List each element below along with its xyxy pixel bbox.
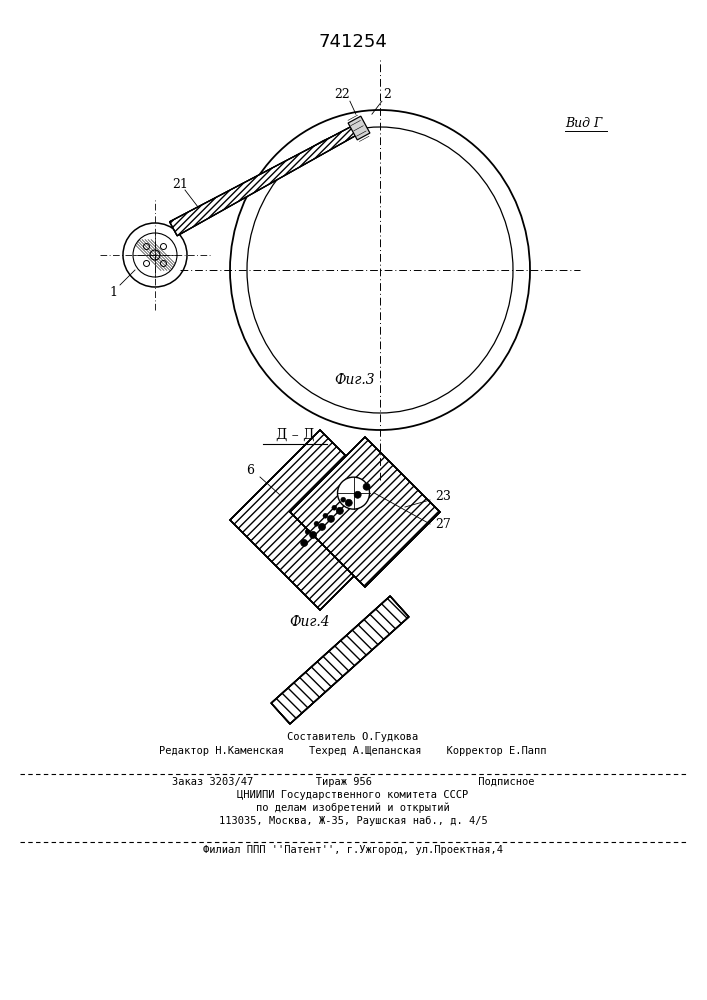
Text: 27: 27 (435, 518, 451, 530)
Text: 741254: 741254 (319, 33, 387, 51)
Circle shape (150, 250, 160, 260)
Circle shape (310, 531, 317, 538)
Text: Заказ 3203/47          Тираж 956                 Подписное: Заказ 3203/47 Тираж 956 Подписное (172, 777, 534, 787)
Circle shape (363, 483, 370, 490)
Text: ЦНИИПИ Государственного комитета СССР: ЦНИИПИ Государственного комитета СССР (238, 790, 469, 800)
Circle shape (160, 260, 166, 266)
Text: 22: 22 (334, 88, 350, 101)
Circle shape (133, 233, 177, 277)
Circle shape (337, 507, 344, 514)
Text: 2: 2 (383, 88, 391, 101)
Text: Фиг.4: Фиг.4 (290, 615, 330, 629)
Circle shape (354, 491, 361, 498)
Polygon shape (230, 430, 410, 610)
Circle shape (160, 244, 166, 250)
Text: Составитель О.Гудкова: Составитель О.Гудкова (287, 732, 419, 742)
Circle shape (314, 521, 319, 526)
Text: Фиг.3: Фиг.3 (334, 373, 375, 387)
Text: Вид Г: Вид Г (565, 117, 602, 130)
Polygon shape (290, 437, 440, 587)
Circle shape (305, 529, 310, 534)
Circle shape (323, 513, 328, 518)
Text: 23: 23 (435, 490, 451, 504)
Circle shape (341, 497, 346, 502)
Circle shape (144, 260, 149, 266)
Circle shape (345, 499, 352, 506)
Text: Филиал ППП ''Патент'', г.Ужгород, ул.Проектная,4: Филиал ППП ''Патент'', г.Ужгород, ул.Про… (203, 845, 503, 855)
Text: Редактор Н.Каменская    Техред А.Щепанская    Корректор Е.Папп: Редактор Н.Каменская Техред А.Щепанская … (159, 746, 547, 756)
Circle shape (300, 539, 308, 546)
Text: по делам изобретений и открытий: по делам изобретений и открытий (256, 802, 450, 813)
Text: 21: 21 (172, 178, 188, 192)
Circle shape (144, 244, 149, 250)
Text: Д – Д: Д – Д (276, 428, 314, 442)
Circle shape (327, 515, 334, 522)
Text: 113035, Москва, Ж-35, Раушская наб., д. 4/5: 113035, Москва, Ж-35, Раушская наб., д. … (218, 816, 487, 826)
Circle shape (337, 477, 370, 509)
Circle shape (319, 523, 325, 530)
Text: 6: 6 (246, 464, 254, 477)
Text: 1: 1 (109, 286, 117, 300)
Polygon shape (348, 116, 370, 140)
Circle shape (332, 505, 337, 510)
Polygon shape (170, 125, 359, 236)
Circle shape (123, 223, 187, 287)
Polygon shape (271, 596, 409, 724)
